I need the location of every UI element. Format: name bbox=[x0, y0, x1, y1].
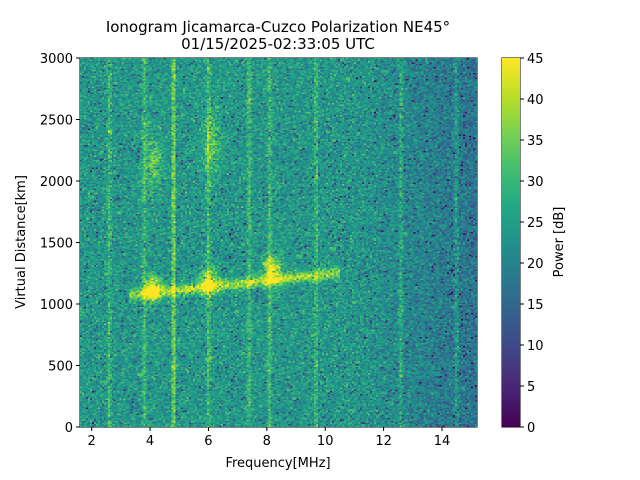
colorbar-tick-label: 35 bbox=[527, 134, 544, 149]
x-tick-label: 10 bbox=[317, 434, 334, 449]
colorbar-label: Power [dB] bbox=[552, 207, 567, 278]
x-tick-label: 2 bbox=[88, 434, 96, 449]
x-tick-label: 6 bbox=[204, 434, 212, 449]
colorbar-tick-label: 45 bbox=[527, 52, 544, 67]
axis-ticks: 2 4 6 8 10 12 14 0 500 1000 1500 2000 2500 3000 0 5 10 15… bbox=[40, 52, 544, 449]
colorbar-tick-label: 5 bbox=[527, 380, 535, 395]
colorbar-tick-label: 15 bbox=[527, 298, 544, 313]
x-tick-label: 12 bbox=[375, 434, 392, 449]
chart-subtitle: 01/15/2025-02:33:05 UTC bbox=[181, 35, 375, 53]
colorbar-tick-label: 20 bbox=[527, 257, 544, 272]
x-tick-label: 14 bbox=[434, 434, 451, 449]
x-axis-label: Frequency[MHz] bbox=[225, 456, 330, 471]
ionogram-heatmap bbox=[80, 58, 477, 427]
y-tick-label: 2000 bbox=[40, 175, 73, 190]
colorbar-tick-label: 25 bbox=[527, 216, 544, 231]
colorbar-tick-label: 0 bbox=[527, 421, 535, 436]
x-tick-label: 4 bbox=[146, 434, 154, 449]
y-tick-label: 2500 bbox=[40, 114, 73, 129]
colorbar-tick-label: 30 bbox=[527, 175, 544, 190]
y-tick-label: 1500 bbox=[40, 237, 73, 252]
y-tick-label: 3000 bbox=[40, 52, 73, 67]
colorbar-tick-label: 40 bbox=[527, 93, 544, 108]
chart-title: Ionogram Jicamarca-Cuzco Polarization NE… bbox=[106, 18, 450, 36]
y-tick-label: 0 bbox=[65, 421, 73, 436]
colorbar-tick-label: 10 bbox=[527, 339, 544, 354]
x-tick-label: 8 bbox=[263, 434, 271, 449]
y-tick-label: 500 bbox=[48, 360, 73, 375]
y-axis-label: Virtual Distance[km] bbox=[14, 175, 29, 309]
colorbar bbox=[502, 58, 520, 427]
y-tick-label: 1000 bbox=[40, 298, 73, 313]
